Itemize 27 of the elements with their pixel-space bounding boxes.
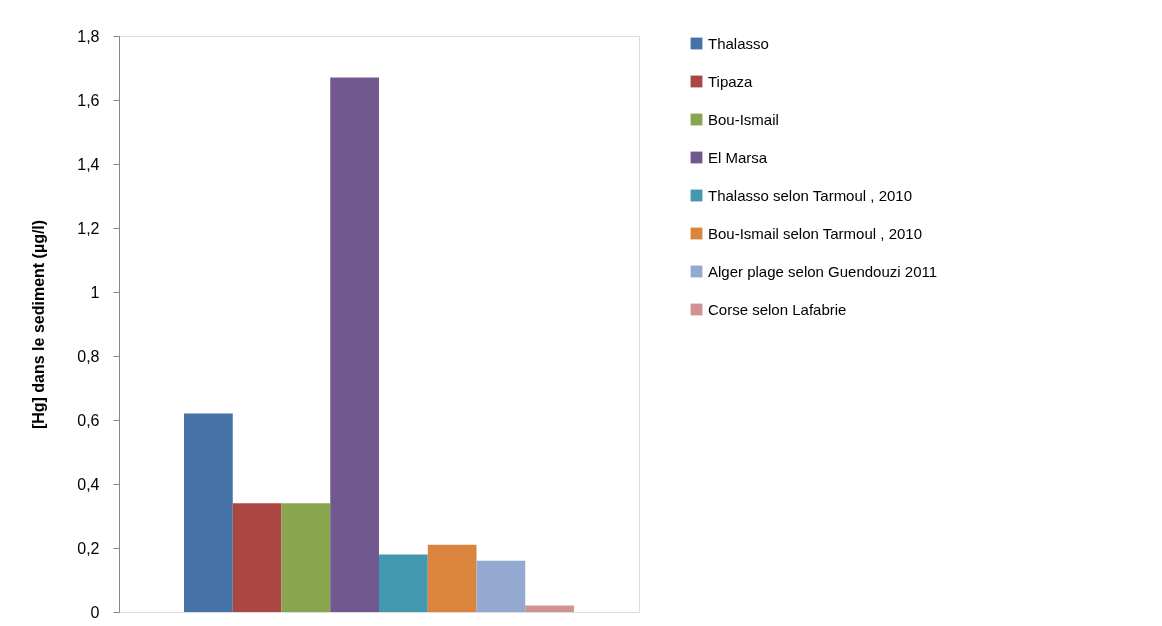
y-tick-label: 0 bbox=[90, 603, 100, 621]
legend-label: Alger plage selon Guendouzi 2011 bbox=[708, 262, 938, 280]
y-tick-label: 1,4 bbox=[77, 155, 100, 173]
legend-label: Bou-Ismail selon Tarmoul , 2010 bbox=[708, 224, 922, 242]
legend-label: El Marsa bbox=[708, 148, 768, 166]
bar bbox=[379, 554, 428, 612]
bar bbox=[476, 560, 526, 612]
legend-label: Bou-Ismail bbox=[708, 110, 779, 128]
y-tick-label: 0,6 bbox=[77, 411, 100, 429]
bar bbox=[281, 503, 331, 612]
y-tick-label: 0,8 bbox=[77, 347, 100, 365]
y-tick-label: 1,2 bbox=[77, 219, 100, 237]
bar bbox=[525, 605, 574, 612]
bar bbox=[184, 413, 233, 612]
y-tick-label: 0,2 bbox=[77, 539, 100, 557]
y-tick-label: 1,8 bbox=[77, 27, 100, 45]
legend-label: Tipaza bbox=[708, 72, 754, 90]
legend-label: Thalasso selon Tarmoul , 2010 bbox=[708, 186, 913, 204]
y-tick-label: 0,4 bbox=[77, 475, 100, 493]
legend-label: Thalasso bbox=[708, 34, 769, 52]
y-tick-label: 1 bbox=[90, 283, 100, 301]
y-axis-title: [Hg] dans le sediment (µg/l) bbox=[30, 219, 48, 430]
legend-label: Corse selon Lafabrie bbox=[708, 300, 847, 318]
y-tick-label: 1,6 bbox=[77, 91, 100, 109]
bar bbox=[330, 77, 379, 612]
bar bbox=[427, 544, 477, 612]
bar bbox=[232, 503, 282, 612]
